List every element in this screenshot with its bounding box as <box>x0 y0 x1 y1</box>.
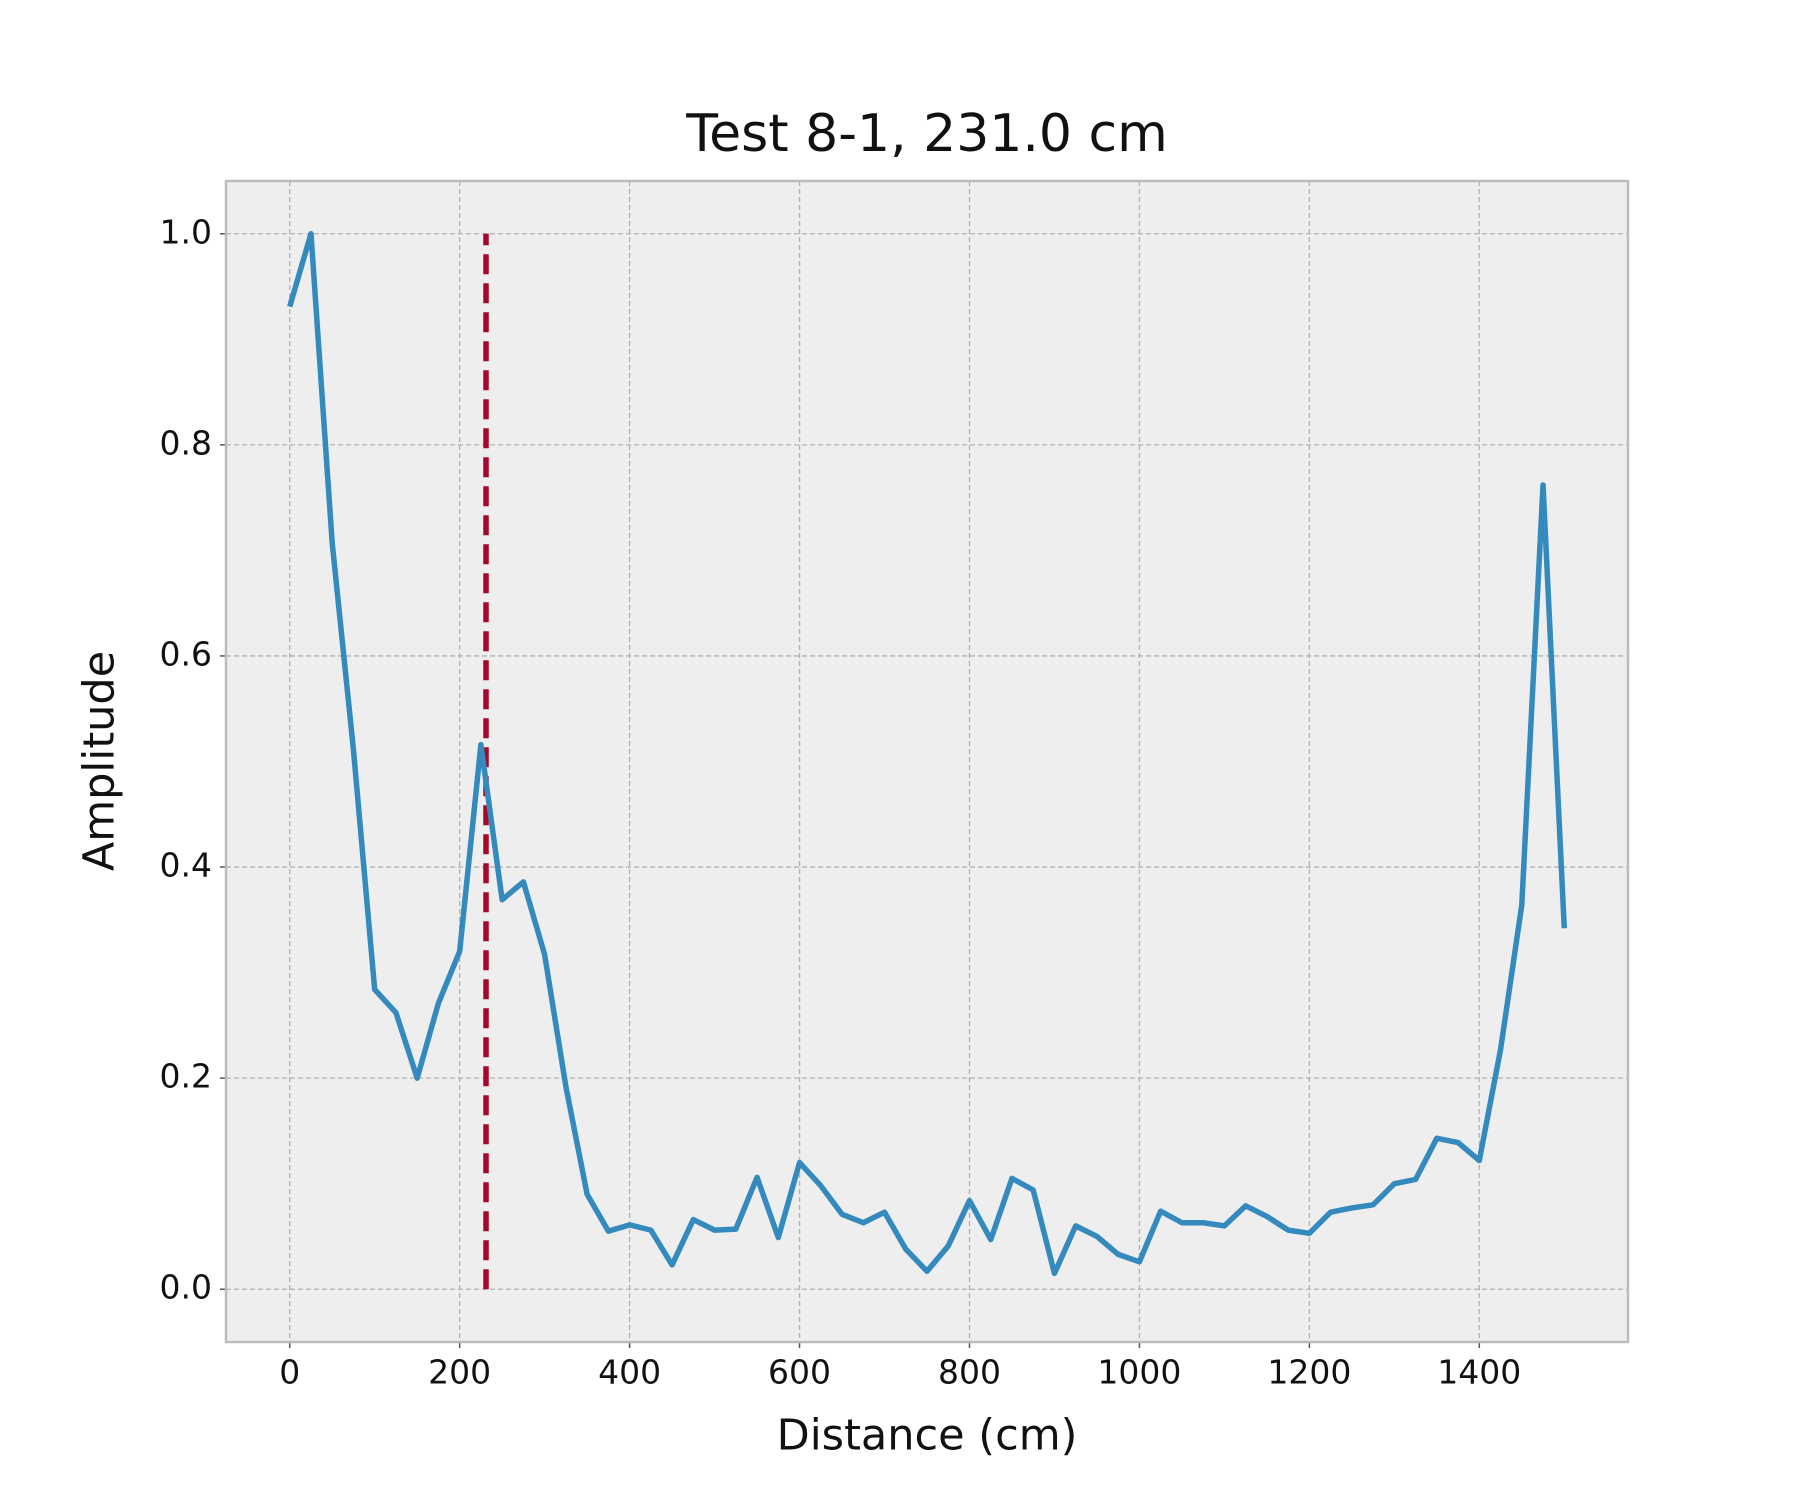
y-tick-label: 0.0 <box>160 1268 212 1307</box>
chart-title: Test 8-1, 231.0 cm <box>685 104 1168 164</box>
y-axis-label: Amplitude <box>75 651 125 871</box>
data-line <box>287 231 1568 1277</box>
y-tick-label: 0.6 <box>160 634 212 673</box>
x-axis-label: Distance (cm) <box>777 1411 1078 1461</box>
plot-frame <box>224 179 1630 1344</box>
x-tick-label: 0 <box>279 1353 300 1392</box>
y-tick-label: 0.8 <box>160 423 212 462</box>
x-tick-label: 1000 <box>1097 1353 1181 1392</box>
x-tick-label: 200 <box>428 1353 491 1392</box>
x-tick-label: 800 <box>938 1353 1001 1392</box>
y-tick-label: 0.2 <box>160 1057 212 1096</box>
x-tick-label: 400 <box>598 1353 661 1392</box>
y-tick-label: 1.0 <box>160 212 212 251</box>
x-tick-label: 1200 <box>1267 1353 1351 1392</box>
x-tick-label: 600 <box>768 1353 831 1392</box>
y-tick-label: 0.4 <box>160 846 212 885</box>
x-tick-label: 1400 <box>1437 1353 1521 1392</box>
plot-area <box>226 181 1628 1342</box>
